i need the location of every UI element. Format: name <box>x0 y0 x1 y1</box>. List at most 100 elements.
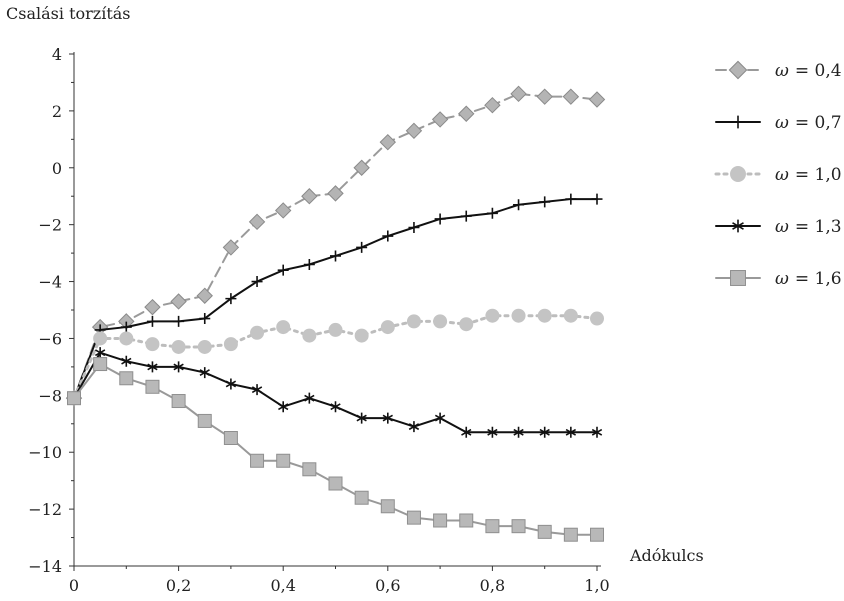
legend-label-2: ω = 0,7 <box>775 113 842 133</box>
data-point <box>591 426 603 438</box>
data-point <box>278 401 289 413</box>
data-point <box>121 355 132 367</box>
y-tick-label: 2 <box>52 102 62 121</box>
y-tick-label: −12 <box>28 500 62 519</box>
data-point <box>459 317 474 332</box>
data-point <box>67 391 81 406</box>
data-point <box>328 322 343 337</box>
legend-value: = 1,6 <box>795 269 842 289</box>
data-point <box>248 213 266 231</box>
data-point <box>484 96 501 114</box>
data-point <box>591 193 603 205</box>
legend-omega-symbol: ω <box>775 165 789 185</box>
data-point <box>510 85 527 103</box>
data-point <box>94 347 106 359</box>
data-point <box>276 453 291 468</box>
y-tick-label: −14 <box>28 557 62 576</box>
data-point <box>511 308 526 323</box>
data-point <box>330 250 341 262</box>
data-point <box>459 513 474 528</box>
data-point <box>485 519 500 534</box>
data-point <box>173 315 185 327</box>
data-point <box>301 188 318 205</box>
data-point <box>406 510 421 525</box>
data-point <box>434 213 446 225</box>
data-point <box>382 230 394 242</box>
data-point <box>565 193 577 205</box>
data-point <box>170 293 187 310</box>
data-point <box>327 185 344 202</box>
data-point <box>513 199 525 211</box>
data-point <box>565 426 577 438</box>
data-point <box>353 159 370 176</box>
data-point <box>354 328 369 343</box>
data-point <box>431 111 449 128</box>
legend-marker <box>728 60 748 80</box>
data-point <box>433 513 448 528</box>
data-point <box>276 320 291 335</box>
legend-marker <box>730 166 746 182</box>
data-point <box>147 361 158 373</box>
data-point <box>330 401 341 413</box>
data-point <box>119 331 134 346</box>
data-point <box>250 325 265 340</box>
data-point <box>199 367 210 379</box>
data-point <box>144 298 161 316</box>
y-tick-label: −4 <box>38 273 62 292</box>
data-point <box>458 105 475 122</box>
data-point <box>536 88 553 105</box>
data-point <box>274 202 292 219</box>
legend-omega-symbol: ω <box>775 217 789 237</box>
data-point <box>250 453 265 468</box>
data-point <box>408 421 420 433</box>
data-point <box>251 276 263 288</box>
data-point <box>223 431 238 445</box>
data-point <box>120 321 132 333</box>
data-point <box>225 293 237 305</box>
data-point <box>382 412 393 424</box>
data-point <box>513 426 524 438</box>
legend-label-4: ω = 1,3 <box>775 217 842 237</box>
data-point <box>222 239 240 256</box>
data-point <box>354 490 369 505</box>
data-point <box>197 339 212 354</box>
data-point <box>356 412 367 424</box>
legend-label-3: ω = 1,0 <box>775 165 842 185</box>
data-point <box>380 320 395 335</box>
x-tick-label: 0,4 <box>270 576 295 595</box>
legend-marker <box>730 270 746 286</box>
data-point <box>563 308 578 323</box>
legend-marker <box>731 115 745 129</box>
data-point <box>434 412 446 424</box>
series-line-1 <box>73 92 598 400</box>
data-point <box>145 337 160 352</box>
data-point <box>486 207 498 219</box>
data-point <box>223 337 238 352</box>
data-point <box>433 314 448 329</box>
data-point <box>328 476 343 491</box>
data-point <box>171 394 186 409</box>
data-point <box>539 426 550 438</box>
data-point <box>251 384 263 396</box>
data-point <box>590 527 604 542</box>
data-point <box>302 462 317 477</box>
data-point <box>379 133 397 151</box>
legend-value: = 0,7 <box>795 113 842 133</box>
legend-omega-symbol: ω <box>775 269 789 289</box>
y-tick-label: 4 <box>52 45 62 64</box>
y-tick-label: −10 <box>28 443 62 462</box>
legend-value: = 0,4 <box>795 61 842 81</box>
data-point <box>485 308 500 323</box>
legend-label-5: ω = 1,6 <box>775 269 842 289</box>
data-point <box>380 499 395 514</box>
data-point <box>225 378 237 390</box>
data-point <box>563 527 578 542</box>
data-point <box>590 311 604 326</box>
data-point <box>406 314 421 329</box>
data-point <box>93 331 108 346</box>
data-point <box>460 210 472 222</box>
y-tick-label: −2 <box>38 216 62 235</box>
y-tick-label: −8 <box>38 386 62 405</box>
x-axis-label: Adókulcs <box>630 546 704 565</box>
